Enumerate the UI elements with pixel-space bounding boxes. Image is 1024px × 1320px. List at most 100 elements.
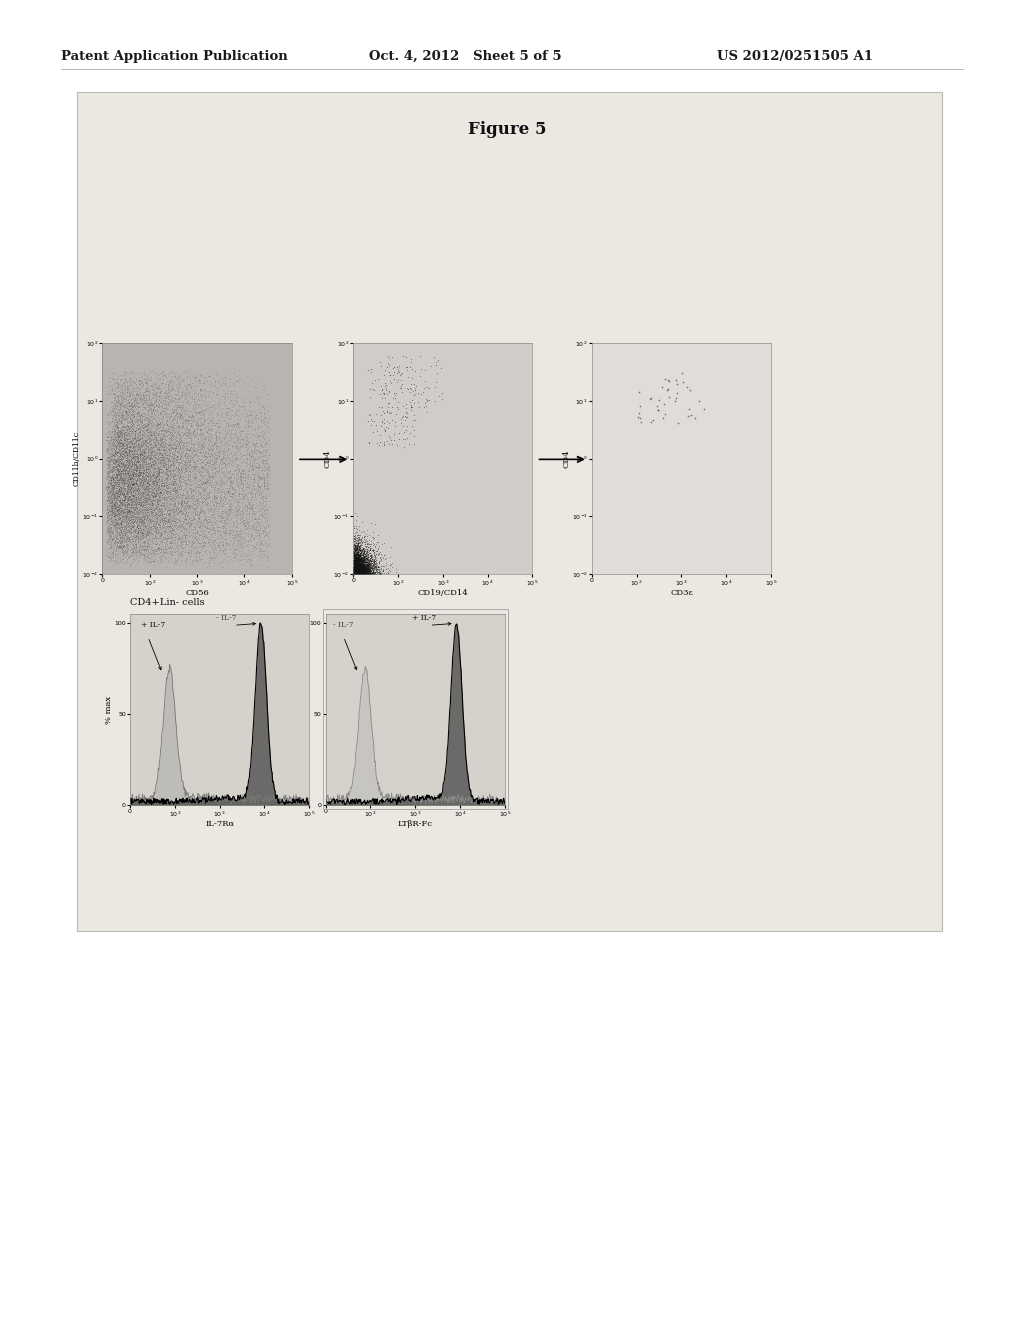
Point — [193, 511, 209, 532]
Point — [123, 455, 139, 477]
Point — [173, 475, 189, 496]
Point — [119, 470, 135, 491]
Point — [364, 557, 380, 578]
Point — [125, 506, 141, 527]
Point — [103, 450, 120, 471]
Point — [132, 479, 148, 500]
Point — [99, 483, 116, 504]
Point — [175, 515, 191, 536]
Point — [124, 444, 140, 465]
Point — [370, 561, 386, 582]
Point — [232, 470, 249, 491]
Point — [134, 446, 151, 467]
Point — [131, 454, 147, 475]
Point — [159, 480, 175, 502]
Point — [347, 549, 364, 570]
Point — [218, 517, 234, 539]
Point — [101, 432, 118, 453]
Point — [131, 403, 147, 424]
Point — [134, 457, 151, 478]
Point — [349, 550, 366, 572]
Point — [114, 466, 130, 487]
Point — [123, 473, 139, 494]
Point — [110, 449, 126, 470]
Point — [128, 453, 144, 474]
Point — [114, 408, 130, 429]
Point — [351, 544, 368, 565]
Point — [353, 550, 370, 572]
Point — [159, 438, 175, 459]
Point — [151, 466, 167, 487]
Point — [155, 436, 171, 457]
Point — [111, 438, 127, 459]
Point — [119, 528, 135, 549]
Point — [118, 363, 134, 384]
Point — [157, 499, 173, 520]
Point — [207, 545, 223, 566]
Point — [155, 550, 171, 572]
Point — [165, 455, 181, 477]
Point — [347, 545, 364, 566]
Point — [247, 487, 263, 508]
Point — [173, 513, 189, 535]
Point — [219, 482, 236, 503]
Point — [112, 483, 128, 504]
Point — [123, 450, 139, 471]
Point — [140, 385, 157, 407]
Point — [346, 549, 362, 570]
Point — [190, 436, 207, 457]
Point — [120, 416, 136, 437]
Point — [162, 469, 178, 490]
Point — [180, 403, 197, 424]
Point — [224, 425, 241, 446]
Point — [113, 470, 129, 491]
Point — [111, 404, 127, 425]
Point — [116, 519, 132, 540]
Point — [144, 465, 161, 486]
Point — [114, 469, 130, 490]
Point — [165, 528, 181, 549]
Point — [109, 496, 125, 517]
Point — [208, 539, 224, 560]
Point — [131, 385, 147, 407]
Point — [372, 558, 388, 579]
Point — [348, 562, 365, 583]
Point — [669, 383, 685, 404]
Point — [116, 494, 132, 515]
Point — [199, 557, 215, 578]
Point — [127, 541, 143, 562]
Point — [137, 531, 154, 552]
Point — [206, 434, 222, 455]
Point — [233, 511, 250, 532]
Point — [144, 441, 161, 462]
Point — [168, 450, 184, 471]
Point — [194, 492, 210, 513]
Point — [143, 455, 160, 477]
Point — [172, 486, 188, 507]
Point — [181, 545, 198, 566]
Point — [109, 483, 125, 504]
Point — [102, 491, 119, 512]
Point — [127, 521, 143, 543]
Point — [118, 540, 134, 561]
Point — [108, 467, 124, 488]
Point — [177, 445, 194, 466]
Point — [108, 449, 124, 470]
Point — [124, 491, 140, 512]
Point — [109, 463, 125, 484]
Point — [103, 466, 120, 487]
Point — [237, 500, 253, 521]
Point — [108, 428, 124, 449]
Point — [350, 553, 367, 574]
Point — [126, 479, 142, 500]
Point — [153, 484, 169, 506]
Point — [102, 492, 119, 513]
Point — [190, 541, 207, 562]
Point — [178, 495, 195, 516]
Point — [155, 446, 171, 467]
Point — [350, 564, 367, 585]
Point — [212, 441, 228, 462]
Point — [134, 470, 151, 491]
Point — [252, 446, 268, 467]
Point — [142, 434, 159, 455]
